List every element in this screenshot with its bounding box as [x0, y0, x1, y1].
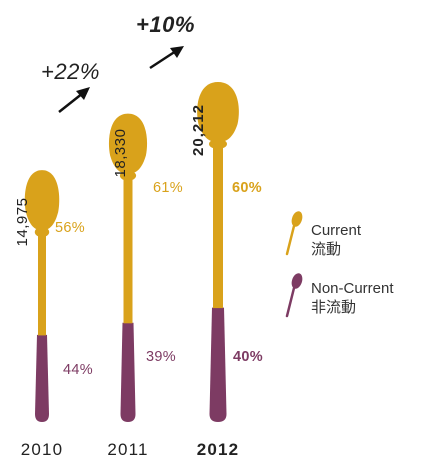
current-pct-2010: 56%: [55, 220, 85, 236]
total-label-2012: 20,212: [190, 104, 207, 156]
current-pct-2012: 60%: [232, 180, 262, 196]
bar-current-2011: [123, 167, 133, 324]
current-pct-2011: 61%: [153, 180, 183, 196]
total-label-2011: 18,330: [112, 129, 129, 178]
legend-current-label: Current: [311, 222, 362, 239]
year-label-2012: 2012: [197, 440, 240, 459]
noncurrent-pct-2010: 44%: [63, 362, 93, 378]
legend-noncurrent-icon: [285, 273, 303, 318]
bar-current-2012: [213, 136, 223, 309]
bar-noncurrent-2011: [120, 322, 136, 422]
year-label-2011: 2011: [107, 440, 148, 459]
spoon-bowl-2011: [108, 113, 148, 174]
spoon-bowl-2012: [197, 82, 239, 142]
legend-current-label-zh: 流動: [311, 241, 341, 258]
year-label-2010: 2010: [21, 440, 64, 459]
legend: Current 流動 Non-Current 非流動: [285, 211, 394, 318]
growth-arrow-2011: [58, 87, 90, 113]
growth-label-2012: +10%: [136, 12, 195, 37]
bar-noncurrent-2010: [35, 334, 49, 422]
spoon-bowl-2010: [24, 170, 60, 231]
legend-current-icon: [285, 211, 303, 256]
legend-noncurrent-label: Non-Current: [311, 280, 394, 297]
noncurrent-pct-2011: 39%: [146, 349, 176, 365]
legend-noncurrent-label-zh: 非流動: [311, 299, 356, 316]
noncurrent-pct-2012: 40%: [233, 349, 263, 365]
total-label-2010: 14,975: [14, 198, 31, 247]
growth-arrow-2012: [149, 46, 184, 70]
growth-label-2011: +22%: [41, 59, 100, 84]
spoon-bars: [24, 82, 239, 422]
bar-current-2010: [38, 224, 46, 336]
bar-noncurrent-2012: [209, 307, 227, 422]
